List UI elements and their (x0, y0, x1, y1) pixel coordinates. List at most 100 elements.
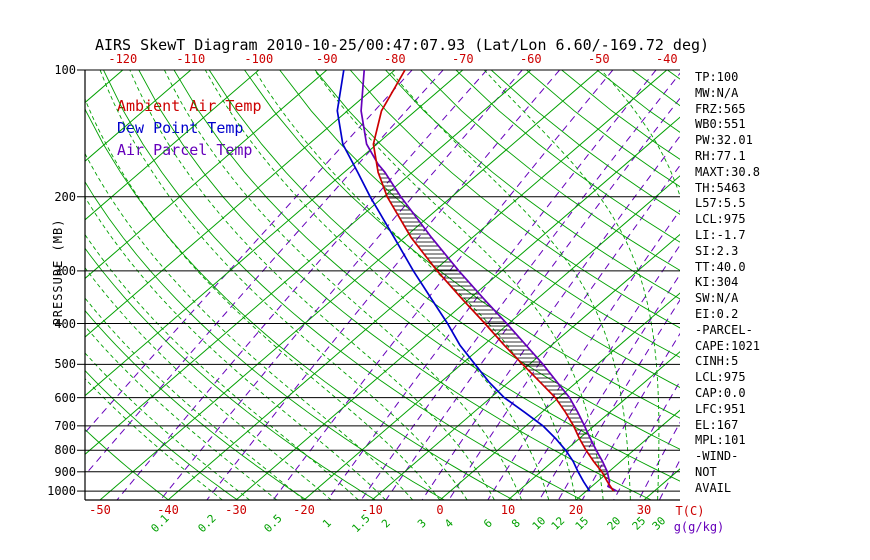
moist-adiabat-line (204, 70, 550, 500)
mixing-ratio-line (538, 273, 680, 500)
temp-unit-label: T(C) (675, 504, 705, 518)
stat-line: MW:N/A (695, 85, 739, 100)
stat-line: PW:32.01 (695, 133, 753, 148)
stat-line: EL:167 (695, 417, 739, 432)
mixing-unit-label: g(g/kg) (673, 520, 725, 534)
stat-line: -WIND- (695, 449, 739, 464)
mixing-ratio-line (658, 458, 680, 500)
mixing-ratio-line (516, 244, 680, 500)
dry-adiabat-line (85, 369, 238, 500)
pressure-grid (77, 69, 680, 501)
pressure-label: 100 (54, 63, 76, 77)
isotherm-line (235, 116, 680, 500)
dry-adiabat-line (85, 428, 169, 500)
chart-title: AIRS SkewT Diagram 2010-10-25/00:47:07.9… (94, 36, 710, 54)
moist-adiabat-line (85, 325, 278, 500)
isotherm-line (85, 70, 532, 455)
air-parcel-temp-curve (360, 70, 618, 492)
stat-line: FRZ:565 (695, 101, 746, 116)
stat-line: SI:2.3 (695, 243, 739, 258)
legend-ambient-air-temp: Ambient Air Temp (117, 97, 262, 115)
pressure-label: 500 (54, 357, 76, 372)
top-temp-label: -110 (176, 52, 206, 66)
dry-adiabat-line (85, 247, 376, 500)
bottom-temp-label: 30 (636, 503, 652, 517)
moist-adiabat-line (483, 70, 660, 500)
stat-line: CAPE:1021 (695, 338, 761, 353)
bottom-temp-label: -20 (293, 503, 315, 517)
stat-line: -PARCEL- (695, 322, 753, 337)
stat-line: LI:-1.7 (695, 227, 746, 242)
isotherm-line (85, 70, 124, 104)
moist-adiabat-lines (85, 70, 680, 500)
isotherm-line (439, 292, 680, 500)
mixing-ratio-line (638, 421, 680, 500)
dry-adiabat-line (138, 70, 652, 500)
moist-adiabat-line (129, 70, 495, 500)
top-temp-label: -60 (519, 52, 542, 66)
isotherm-line (507, 351, 680, 500)
stat-line: SW:N/A (695, 291, 739, 306)
isotherm-line (167, 70, 668, 500)
bottom-temp-label: 20 (568, 503, 584, 517)
mixing-ratio-line (85, 70, 413, 434)
cape-hatch-region (376, 163, 610, 482)
mixing-ratio-line (327, 70, 657, 500)
pressure-label: 400 (54, 316, 76, 331)
dry-adiabat-line (85, 107, 514, 500)
stat-line: MAXT:30.8 (695, 164, 761, 179)
dry-adiabat-line (85, 181, 445, 500)
dry-adiabat-line (385, 70, 680, 300)
pressure-label: 300 (54, 263, 76, 278)
pressure-label: 600 (54, 390, 76, 405)
dry-adiabat-line (173, 70, 680, 482)
sounding-curves (336, 70, 618, 492)
isotherm-line (85, 70, 192, 162)
stat-line: TP:100 (695, 70, 739, 84)
cape-area (376, 163, 610, 482)
moist-adiabat-line (99, 70, 468, 500)
dry-adiabat-line (279, 70, 680, 389)
mixing-ratio-line (272, 70, 614, 500)
stat-line: TH:5463 (695, 180, 746, 195)
stat-line: NOT (695, 464, 717, 479)
pressure-label: 900 (54, 464, 76, 479)
pressure-label: 800 (54, 443, 76, 458)
mixing-ratio-line (613, 380, 680, 500)
isotherm-line (303, 175, 680, 500)
dry-adiabat-line (244, 70, 680, 419)
stat-line: WB0:551 (695, 117, 746, 132)
legend-dew-point-temp: Dew Point Temp (117, 119, 244, 137)
dry-adiabat-line (314, 70, 680, 358)
stat-line: L57:5.5 (695, 196, 746, 211)
isotherm-lines (85, 70, 680, 500)
stat-line: CAP:0.0 (695, 385, 746, 400)
isotherm-line (99, 70, 600, 500)
stat-line: RH:77.1 (695, 148, 746, 163)
bottom-temp-label: -40 (157, 503, 179, 517)
dry-adiabat-lines (85, 70, 680, 500)
stat-line: LCL:975 (695, 370, 746, 385)
top-temp-label: -80 (383, 52, 406, 66)
mixing-ratio-line (85, 70, 444, 476)
stat-line: LCL:975 (695, 212, 746, 227)
ambient-air-temp-curve (372, 70, 615, 492)
bottom-temp-label: 10 (500, 503, 516, 517)
dry-adiabat-line (85, 309, 307, 500)
pressure-label: 1000 (47, 484, 76, 499)
mixing-ratio-line (360, 72, 680, 500)
stat-line: LFC:951 (695, 401, 746, 416)
bottom-temp-label: -50 (89, 503, 111, 517)
stat-line: MPL:101 (695, 433, 746, 448)
dry-adiabat-line (349, 70, 680, 329)
isotherm-line (85, 70, 260, 221)
isotherm-line (85, 70, 464, 397)
dry-adiabat-line (103, 70, 583, 500)
pressure-label: 200 (54, 189, 76, 204)
top-temp-label: -70 (451, 52, 474, 66)
top-temp-label: -120 (108, 52, 138, 66)
dry-adiabat-line (490, 70, 680, 215)
top-temp-label: -90 (315, 52, 338, 66)
stat-line: CINH:5 (695, 354, 739, 369)
